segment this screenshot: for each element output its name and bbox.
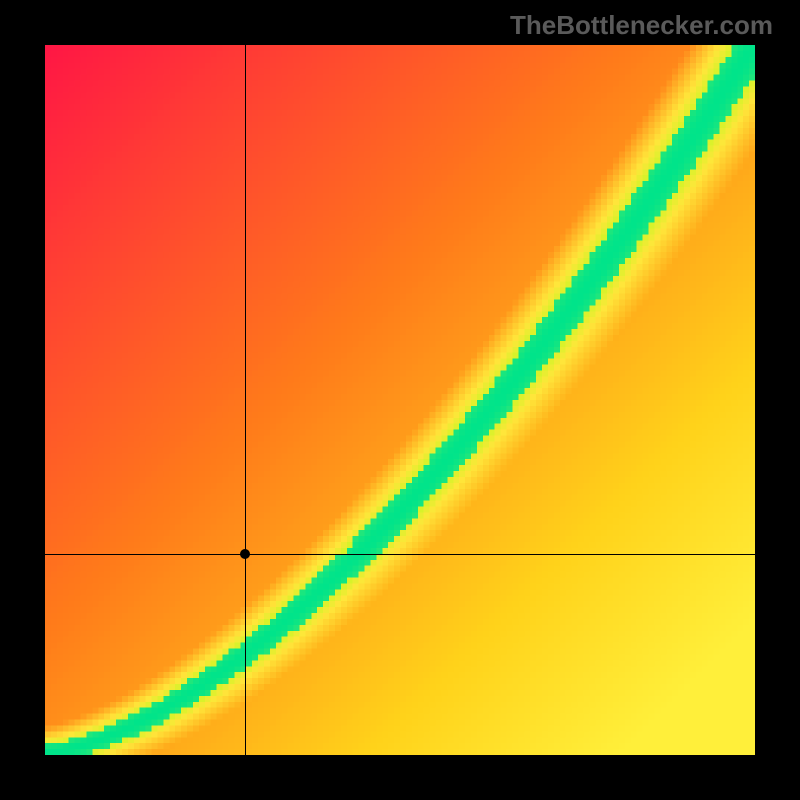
crosshair-vertical: [245, 45, 246, 755]
crosshair-point: [240, 549, 250, 559]
watermark-text: TheBottlenecker.com: [510, 10, 773, 41]
crosshair-horizontal: [45, 554, 755, 555]
bottleneck-heatmap: [45, 45, 755, 755]
